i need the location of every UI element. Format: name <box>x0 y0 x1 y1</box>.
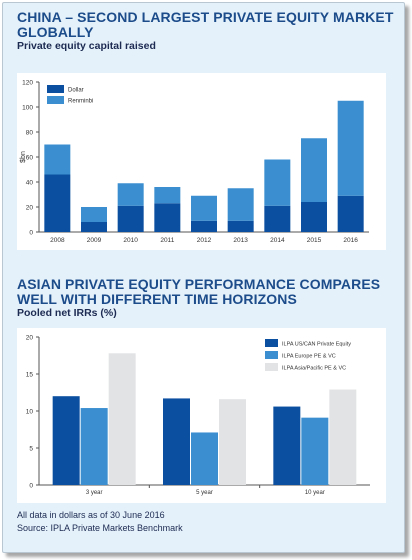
chart1-bar-renminbi-2011 <box>154 187 181 204</box>
chart1-bar-dollar-2009 <box>81 222 107 232</box>
chart2-title-line2: WELL WITH DIFFERENT TIME HORIZONS <box>17 291 297 307</box>
chart2-title-line1: ASIAN PRIVATE EQUITY PERFORMANCE COMPARE… <box>17 276 381 292</box>
chart1-x-tick-label: 2011 <box>160 237 174 244</box>
chart2-bar-s2-10-year <box>329 389 357 485</box>
chart1-y-tick-label: 0 <box>29 230 33 237</box>
chart2-y-tick-label: 15 <box>26 372 34 379</box>
chart2-bar-s0-3-year <box>52 396 80 485</box>
chart2-bar-s1-5-year <box>191 432 218 485</box>
chart1-bar-dollar-2016 <box>337 195 364 232</box>
chart1-x-tick-label: 2016 <box>343 237 358 244</box>
chart1-svg: 0 20 40 60 80 100 120 $bn 2008 2009 2010 2011 2012 20… <box>20 80 369 244</box>
chart2-legend-label: ILPA Asia/Pacific PE & VC <box>282 366 346 372</box>
chart2-y-tick-label: 10 <box>26 409 34 416</box>
chart2-bar-s2-5-year <box>219 399 246 485</box>
chart2-legend-swatch-2 <box>265 363 278 371</box>
chart2-legend-swatch-1 <box>265 351 278 359</box>
chart1-x-tick-label: 2013 <box>233 237 248 244</box>
chart1-y-tick-label: 20 <box>26 205 34 212</box>
chart1-bar-dollar-2008 <box>44 174 71 232</box>
chart1-bar-dollar-2012 <box>191 220 217 232</box>
chart1-bar-renminbi-2012 <box>191 195 217 221</box>
chart1-bar-dollar-2010 <box>117 205 144 232</box>
chart2-y-tick-label: 0 <box>29 483 33 490</box>
chart1-bar-dollar-2011 <box>154 203 181 232</box>
chart2-svg: 0 5 10 15 20 3 year 5 year 10 year ILPA US/CAN P… <box>26 335 370 496</box>
chart2-legend-label: ILPA Europe PE & VC <box>282 354 336 360</box>
chart1-x-tick-label: 2012 <box>197 237 212 244</box>
chart1-bar-dollar-2014 <box>264 205 291 232</box>
chart1-bar-renminbi-2013 <box>227 188 254 221</box>
chart2-y-tick-label: 20 <box>26 335 34 342</box>
chart2-plot-area: 0 5 10 15 20 3 year 5 year 10 year ILPA US/CAN P… <box>17 328 386 503</box>
chart1-bar-dollar-2015 <box>301 202 327 232</box>
chart2-legend-swatch-0 <box>265 339 278 347</box>
footer-note: All data in dollars as of 30 June 2016 <box>17 510 165 520</box>
chart2-x-tick-label: 3 year <box>86 490 103 496</box>
chart1-y-tick-label: 120 <box>22 80 33 87</box>
chart1-bar-renminbi-2010 <box>117 183 144 206</box>
chart2-bar-s2-3-year <box>108 353 136 485</box>
chart1-x-tick-label: 2009 <box>87 237 102 244</box>
chart1-bar-dollar-2013 <box>227 220 254 232</box>
chart2-x-tick-label: 10 year <box>305 490 325 496</box>
chart1-y-tick-label: 100 <box>22 105 33 112</box>
chart2-bar-s0-10-year <box>273 406 301 485</box>
chart1-legend-label: Renminbi <box>68 99 93 105</box>
chart2-legend-label: ILPA US/CAN Private Equity <box>282 342 351 348</box>
chart1-title-line1: CHINA – SECOND LARGEST PRIVATE EQUITY MA… <box>17 9 394 25</box>
chart1-x-tick-label: 2015 <box>307 237 322 244</box>
chart2-bar-s1-10-year <box>301 417 329 485</box>
chart1-title-line2: GLOBALLY <box>17 24 94 40</box>
chart1-x-tick-label: 2014 <box>270 237 285 244</box>
chart1-y-tick-label: 80 <box>26 130 34 137</box>
chart1-legend-label: Dollar <box>68 88 84 94</box>
chart1-bar-renminbi-2009 <box>81 207 107 222</box>
chart1-x-tick-label: 2010 <box>123 237 138 244</box>
chart1-subtitle: Private equity capital raised <box>17 40 156 52</box>
footer-source: Source: IPLA Private Markets Benchmark <box>17 523 183 533</box>
chart1-bar-renminbi-2015 <box>301 138 327 202</box>
chart2-subtitle: Pooled net IRRs (%) <box>17 307 117 319</box>
chart2-y-tick-label: 5 <box>29 446 33 453</box>
chart1-legend-swatch-dollar <box>47 85 64 93</box>
chart2-bar-s0-5-year <box>163 398 190 485</box>
chart1-y-tick-label: 40 <box>26 180 34 187</box>
chart1-plot-area: 0 20 40 60 80 100 120 $bn 2008 2009 2010 2011 2012 20… <box>17 73 386 250</box>
chart1-bar-renminbi-2014 <box>264 159 291 206</box>
chart2-bar-s1-3-year <box>80 408 108 485</box>
chart1-bar-renminbi-2016 <box>337 100 364 196</box>
chart1-y-axis-label: $bn <box>20 151 27 163</box>
chart1-bar-renminbi-2008 <box>44 144 71 175</box>
chart1-x-tick-label: 2008 <box>50 237 65 244</box>
chart1-legend-swatch-renminbi <box>47 96 64 104</box>
chart2-x-tick-label: 5 year <box>196 490 213 496</box>
chart1-y-tick-label: 60 <box>26 155 34 162</box>
